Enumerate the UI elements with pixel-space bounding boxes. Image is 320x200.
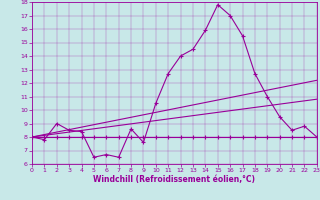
X-axis label: Windchill (Refroidissement éolien,°C): Windchill (Refroidissement éolien,°C) (93, 175, 255, 184)
